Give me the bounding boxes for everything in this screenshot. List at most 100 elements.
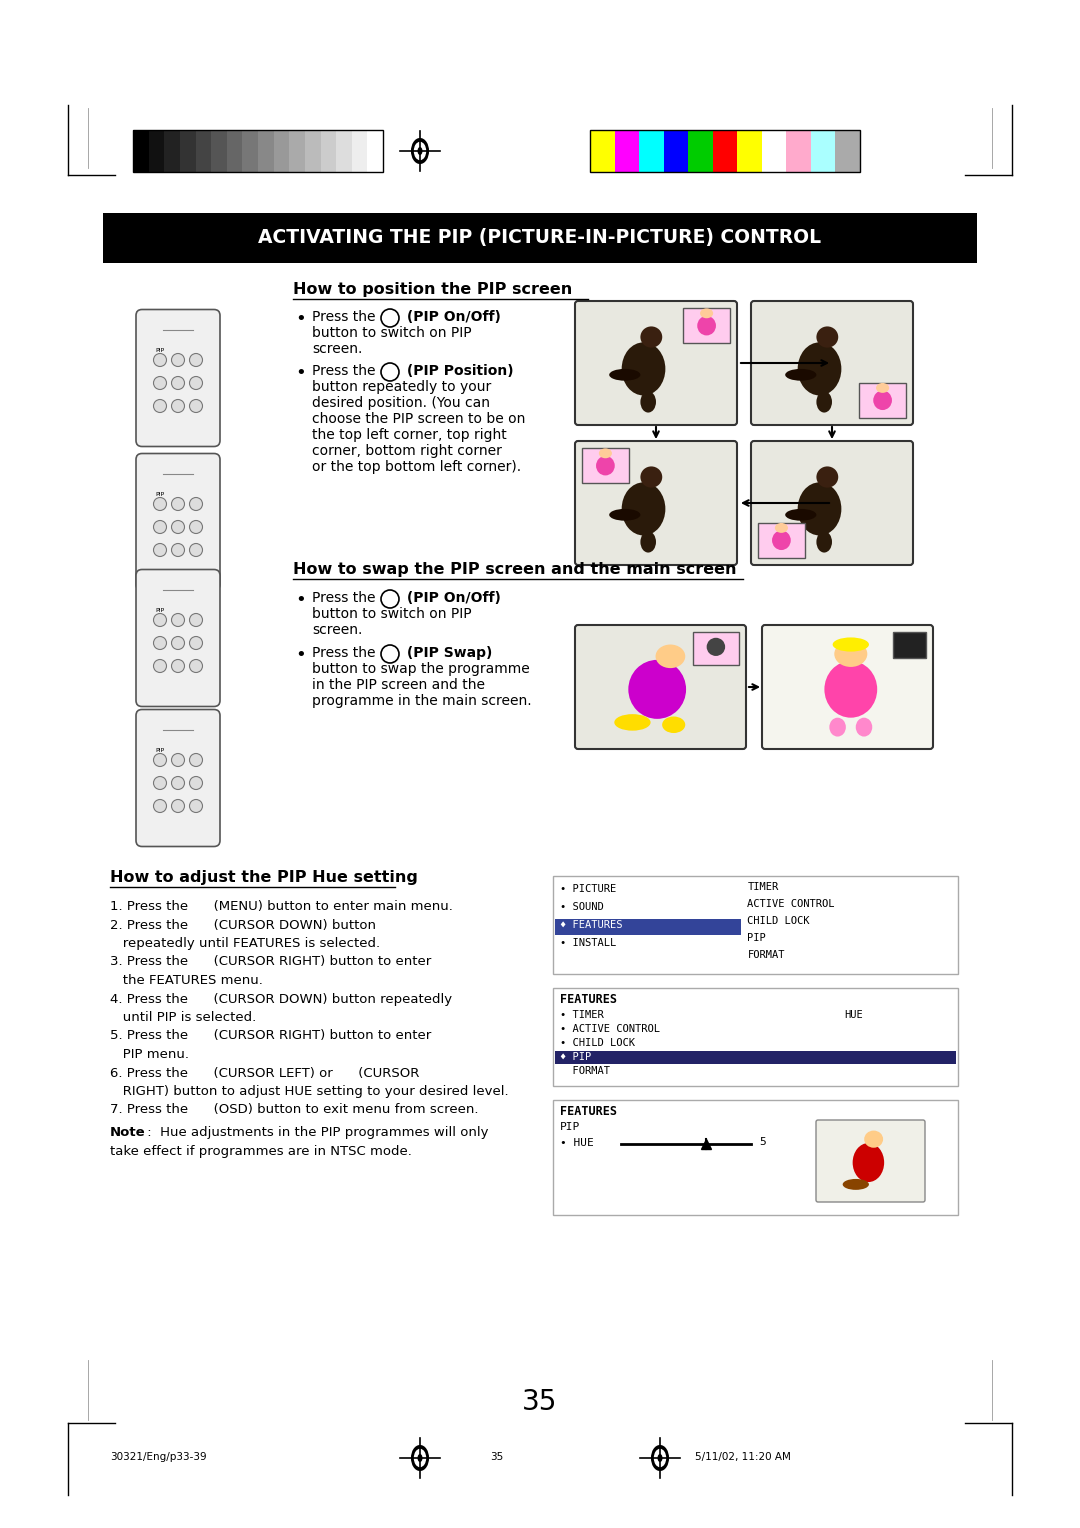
Text: corner, bottom right corner: corner, bottom right corner [312,445,502,458]
Ellipse shape [189,637,203,649]
Bar [836,130,860,173]
Ellipse shape [662,717,685,733]
Ellipse shape [172,376,185,390]
Text: • CHILD LOCK: • CHILD LOCK [561,1038,635,1048]
Bar [180,130,195,173]
Bar [860,382,906,419]
Bar [164,130,180,173]
Text: • TIMER: • TIMER [561,1010,604,1021]
Text: screen.: screen. [312,623,363,637]
Bar [273,130,289,173]
Text: 35: 35 [523,1387,557,1416]
Ellipse shape [415,142,426,159]
FancyBboxPatch shape [575,301,737,425]
Text: •: • [295,310,306,329]
Bar [242,130,258,173]
Bar [211,130,227,173]
Text: • SOUND: • SOUND [561,902,604,912]
Ellipse shape [622,342,665,396]
Ellipse shape [189,376,203,390]
Text: 30321/Eng/p33-39: 30321/Eng/p33-39 [110,1452,206,1462]
Ellipse shape [189,776,203,790]
Text: PIP: PIP [747,934,766,943]
Text: in the PIP screen and the: in the PIP screen and the [312,678,485,692]
Text: (PIP Swap): (PIP Swap) [402,646,492,660]
Ellipse shape [874,391,892,410]
Ellipse shape [418,1455,422,1462]
Text: 5. Press the      (CURSOR RIGHT) button to enter: 5. Press the (CURSOR RIGHT) button to en… [110,1030,431,1042]
Text: 1. Press the      (MENU) button to enter main menu.: 1. Press the (MENU) button to enter main… [110,900,453,914]
Bar [352,130,367,173]
Text: 5/11/02, 11:20 AM: 5/11/02, 11:20 AM [696,1452,791,1462]
Ellipse shape [700,309,713,318]
Text: repeatedly until FEATURES is selected.: repeatedly until FEATURES is selected. [110,937,380,950]
Ellipse shape [615,714,650,730]
Text: FORMAT: FORMAT [747,950,785,960]
Ellipse shape [153,353,166,367]
Text: button to swap the programme: button to swap the programme [312,662,530,675]
Ellipse shape [798,342,841,396]
Bar [227,130,242,173]
Ellipse shape [706,637,725,656]
Bar [553,989,958,1086]
Ellipse shape [153,753,166,767]
Ellipse shape [153,776,166,790]
Text: screen.: screen. [312,342,363,356]
FancyBboxPatch shape [816,1120,924,1203]
Text: ♦ PIP: ♦ PIP [561,1051,591,1062]
FancyBboxPatch shape [575,625,746,749]
Text: ♦ FEATURES: ♦ FEATURES [561,920,622,931]
Ellipse shape [189,799,203,813]
Ellipse shape [153,498,166,510]
Ellipse shape [189,399,203,413]
Text: FORMAT: FORMAT [561,1067,610,1076]
Text: FEATURES: FEATURES [561,1105,617,1118]
Bar [305,130,321,173]
Bar [555,1051,956,1063]
Ellipse shape [654,1450,665,1467]
Bar [639,130,663,173]
Ellipse shape [189,614,203,626]
Text: •: • [295,364,306,382]
Text: take effect if programmes are in NTSC mode.: take effect if programmes are in NTSC mo… [110,1144,411,1158]
Text: desired position. (You can: desired position. (You can [312,396,490,410]
Text: (PIP On/Off): (PIP On/Off) [402,591,501,605]
Ellipse shape [640,391,656,413]
Text: Press the: Press the [312,310,376,324]
Text: RIGHT) button to adjust HUE setting to your desired level.: RIGHT) button to adjust HUE setting to y… [110,1085,509,1099]
Bar [553,1100,958,1215]
Bar [688,130,713,173]
Text: • ACTIVE CONTROL: • ACTIVE CONTROL [561,1024,660,1034]
Text: :  Hue adjustments in the PIP programmes will only: : Hue adjustments in the PIP programmes … [143,1126,488,1138]
Text: Press the: Press the [312,646,376,660]
Text: How to position the PIP screen: How to position the PIP screen [293,283,572,296]
Text: Press the: Press the [312,591,376,605]
Text: button to switch on PIP: button to switch on PIP [312,607,472,620]
Text: (PIP Position): (PIP Position) [402,364,514,377]
Text: the top left corner, top right: the top left corner, top right [312,428,507,442]
Text: ACTIVE CONTROL: ACTIVE CONTROL [747,898,835,909]
Ellipse shape [629,660,686,718]
Text: • HUE: • HUE [561,1138,594,1148]
Bar [582,448,629,483]
Text: or the top bottom left corner).: or the top bottom left corner). [312,460,522,474]
Bar [590,130,615,173]
Bar [133,130,149,173]
Ellipse shape [855,718,873,736]
Text: PIP: PIP [156,492,164,497]
Ellipse shape [785,509,816,521]
Bar [103,212,977,263]
Text: • INSTALL: • INSTALL [561,938,617,947]
Text: ACTIVATING THE PIP (PICTURE-IN-PICTURE) CONTROL: ACTIVATING THE PIP (PICTURE-IN-PICTURE) … [258,229,822,248]
Bar [811,130,836,173]
Bar [615,130,639,173]
Text: 2. Press the      (CURSOR DOWN) button: 2. Press the (CURSOR DOWN) button [110,918,376,932]
Ellipse shape [785,368,816,380]
Ellipse shape [381,590,399,608]
Text: PIP: PIP [156,347,164,353]
Ellipse shape [640,466,662,487]
Text: the FEATURES menu.: the FEATURES menu. [110,973,262,987]
Text: Press the: Press the [312,364,376,377]
Ellipse shape [816,466,838,487]
Text: 3. Press the      (CURSOR RIGHT) button to enter: 3. Press the (CURSOR RIGHT) button to en… [110,955,431,969]
